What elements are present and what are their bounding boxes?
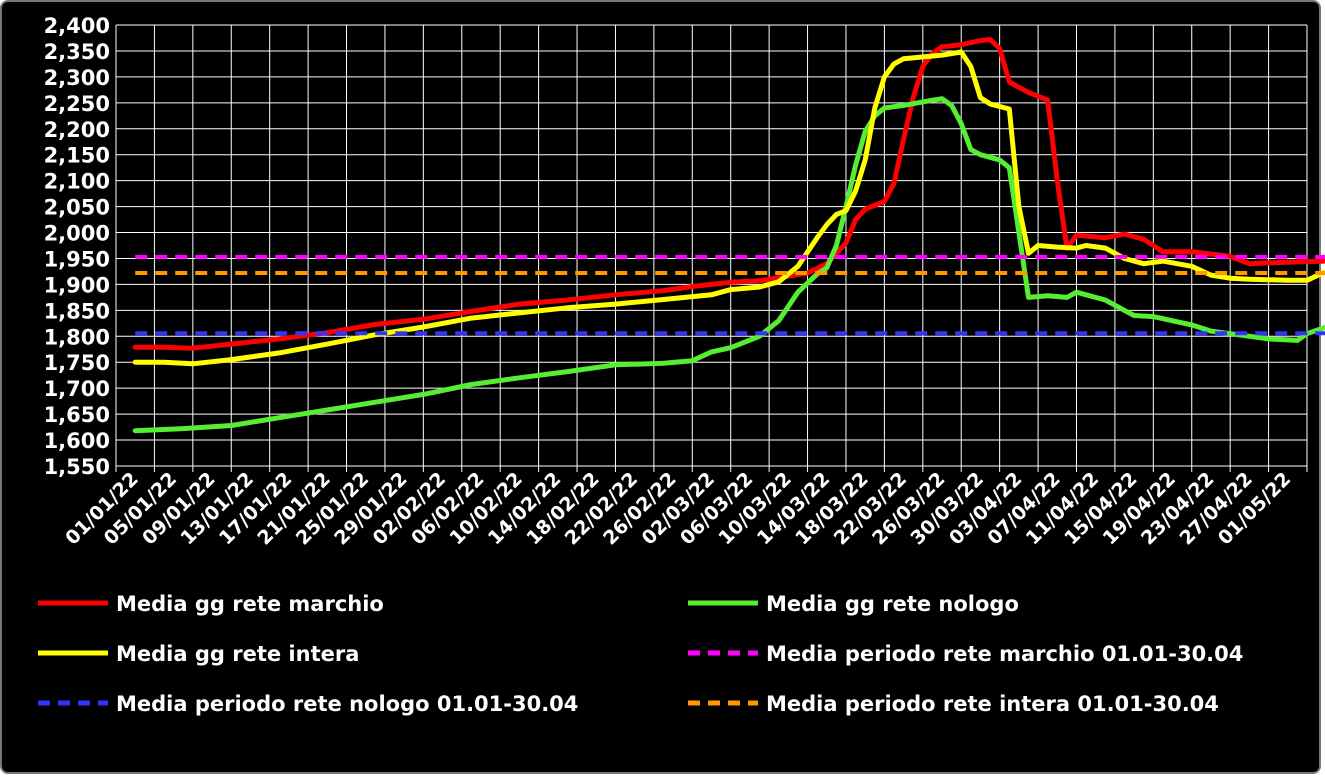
series-line-2 [132,49,1325,367]
legend: Media gg rete marchio Media gg rete nolog… [38,592,1243,716]
legend-label-1: Media gg rete nologo [766,592,1019,616]
y-tick-label: 2,400 [44,14,110,38]
y-tick-label: 1,800 [44,325,110,349]
y-tick-label: 1,750 [44,351,110,375]
y-tick-label: 1,550 [44,455,110,479]
series-line-0 [132,37,1325,351]
y-tick-label: 1,700 [44,377,110,401]
y-tick-label: 2,150 [44,144,110,168]
legend-label-0: Media gg rete marchio [116,592,384,616]
y-tick-label: 2,250 [44,92,110,116]
legend-label-4: Media periodo rete nologo 01.01-30.04 [116,692,578,716]
grid [115,24,1308,467]
y-tick-label: 2,300 [44,66,110,90]
y-tick-label: 1,950 [44,247,110,271]
y-tick-label: 2,000 [44,222,110,246]
y-tick-label: 1,900 [44,273,110,297]
y-tick-label: 2,050 [44,196,110,220]
series-lines [132,37,1325,434]
legend-label-5: Media periodo rete intera 01.01-30.04 [766,692,1219,716]
y-tick-label: 2,100 [44,170,110,194]
y-tick-label: 2,350 [44,40,110,64]
y-tick-label: 1,650 [44,403,110,427]
legend-label-3: Media periodo rete marchio 01.01-30.04 [766,642,1243,666]
x-axis: 01/01/2205/01/2209/01/2213/01/2217/01/22… [61,466,1308,549]
legend-label-2: Media gg rete intera [116,642,359,666]
y-tick-label: 1,850 [44,299,110,323]
y-tick-label: 2,200 [44,118,110,142]
y-tick-label: 1,600 [44,429,110,453]
y-axis: 1,5501,6001,6501,7001,7501,8001,8501,900… [44,14,110,479]
